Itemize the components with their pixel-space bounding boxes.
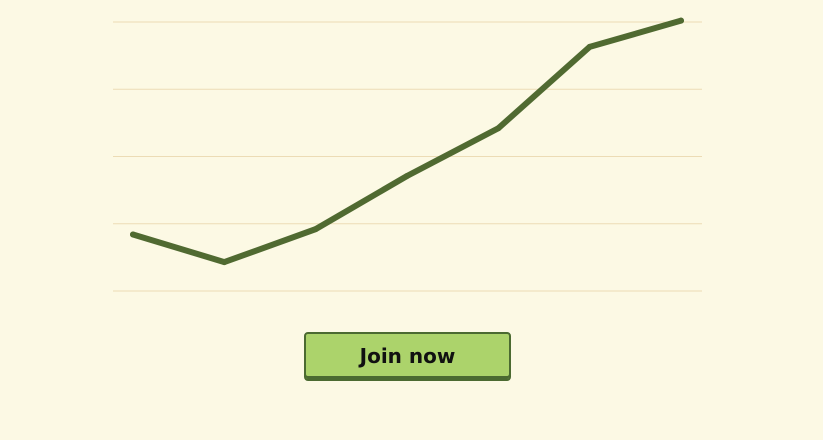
chart-series <box>130 17 684 266</box>
join-now-button[interactable]: Join now <box>304 332 511 381</box>
series-line <box>130 17 684 266</box>
chart-gridlines <box>113 21 702 292</box>
data-point <box>312 226 319 233</box>
line-chart <box>113 17 702 292</box>
data-point <box>678 17 684 24</box>
data-point <box>404 173 410 180</box>
data-point <box>130 231 136 238</box>
data-point <box>495 125 502 132</box>
join-now-button-label: Join now <box>359 343 456 368</box>
data-point <box>586 43 593 50</box>
data-point <box>221 259 228 266</box>
